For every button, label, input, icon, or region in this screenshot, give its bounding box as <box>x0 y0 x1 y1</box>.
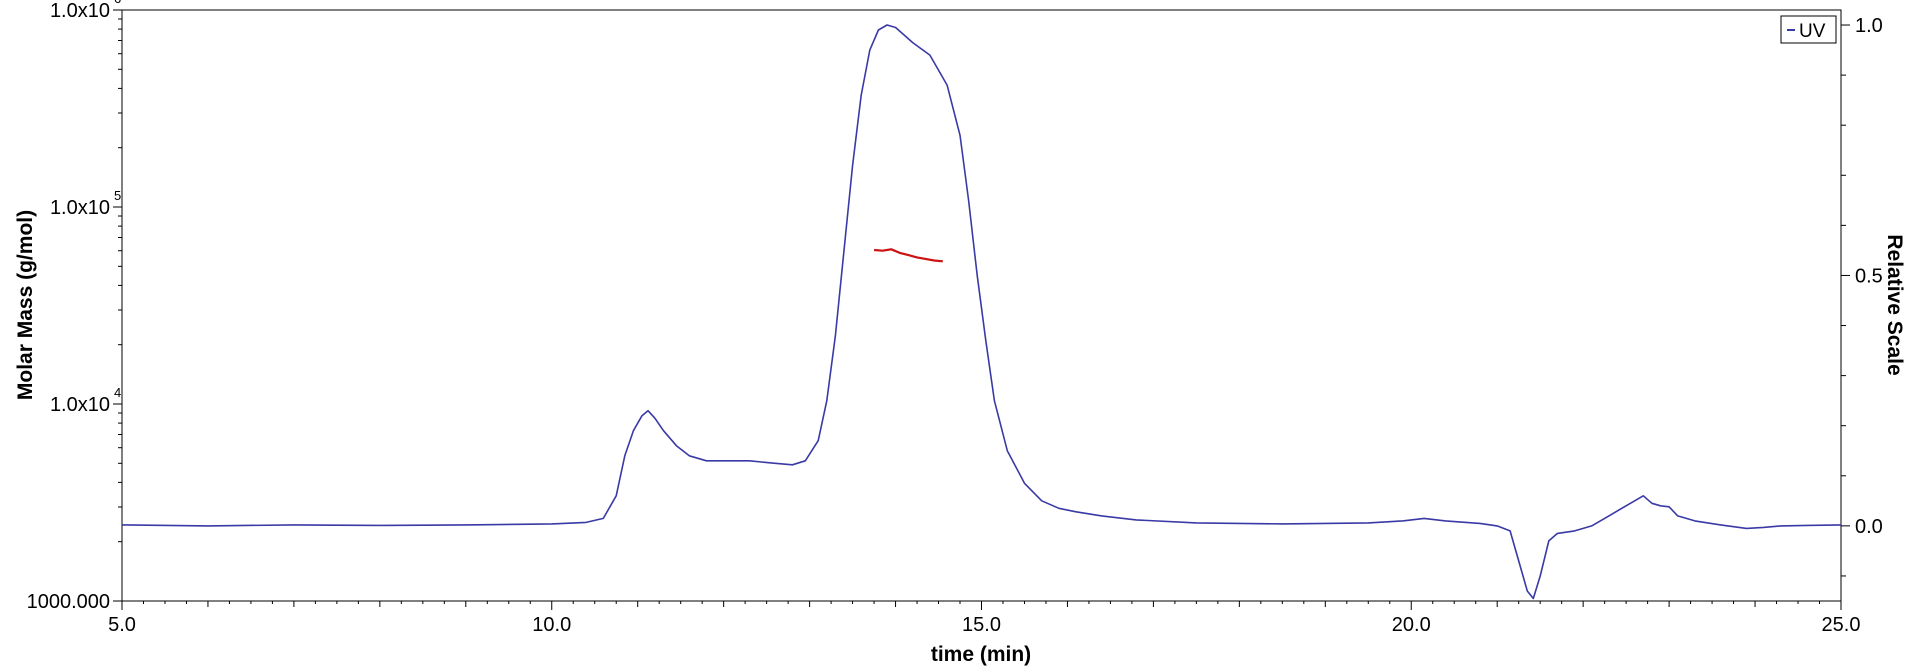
x-tick-label: 10.0 <box>532 614 571 636</box>
x-axis-ticks: 5.0 10.0 15.0 20.0 25.0 <box>108 601 1860 636</box>
legend[interactable]: UV <box>1780 15 1837 44</box>
x-tick-label: 5.0 <box>108 614 136 636</box>
x-tick-label: 25.0 <box>1822 614 1861 636</box>
y-left-tick-exponent: 6 <box>114 0 121 6</box>
y-left-tick-exponent: 5 <box>114 188 121 203</box>
y-left-tick-label: 1.0x10 <box>50 0 110 22</box>
y-right-tick-label: 0.0 <box>1855 516 1883 538</box>
y-left-tick-exponent: 4 <box>114 385 121 400</box>
x-tick-label: 15.0 <box>962 614 1001 636</box>
molar-mass-series-line <box>874 248 943 263</box>
series-layer <box>121 24 1842 600</box>
x-axis-title: time (min) <box>931 643 1031 666</box>
y-left-axis-ticks: 1.0x10 6 1.0x10 5 1.0x10 4 1000.000 <box>27 0 122 613</box>
legend-label: UV <box>1799 21 1826 42</box>
y-right-axis-ticks: 1.0 0.5 0.0 <box>1841 15 1883 577</box>
y-right-tick-label: 1.0 <box>1855 15 1883 37</box>
y-left-axis-title: Molar Mass (g/mol) <box>14 210 37 400</box>
y-right-axis-title: Relative Scale <box>1883 234 1906 375</box>
y-left-tick-label: 1.0x10 <box>50 197 110 219</box>
y-left-tick-label: 1.0x10 <box>50 394 110 416</box>
uv-series-line <box>121 24 1842 600</box>
y-left-tick-label: 1000.000 <box>27 591 110 613</box>
y-right-tick-label: 0.5 <box>1855 265 1883 287</box>
x-tick-label: 20.0 <box>1392 614 1431 636</box>
